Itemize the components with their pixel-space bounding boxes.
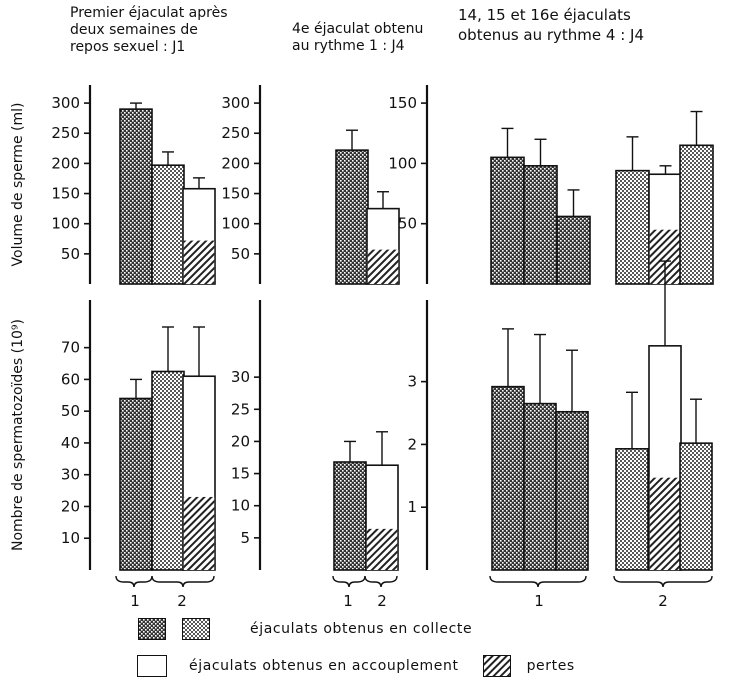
bar-top-right-0 [490,156,525,285]
group-label-bottom-middle-1: 2 [377,592,387,610]
bar-bottom-right-2 [555,410,589,571]
pertes-bottom-right-4 [649,477,681,570]
y-tick-label-bottom-left-0: 10 [61,529,80,547]
bar-top-middle-0 [335,149,369,285]
y-tick-label-bottom-middle-3: 20 [231,432,250,450]
bar-top-right-5 [679,144,714,285]
y-tick-label-top-middle-0: 50 [231,245,250,263]
y-axis-label-bottom-left: Nombre de spermatozoïdes (10⁹) [10,319,26,551]
group-brace-bottom-right-1 [613,575,713,588]
y-tick-label-bottom-right-1: 2 [407,435,417,453]
pertes-bottom-middle-1 [366,528,398,570]
y-tick-label-bottom-middle-5: 30 [231,368,250,386]
pertes-bottom-left-2 [183,496,215,570]
legend-swatch-light [182,618,210,640]
y-tick-label-top-right-2: 150 [388,94,417,112]
legend-accouplement: éjaculats obtenus en accouplement pertes [137,655,575,677]
y-tick-label-bottom-left-3: 40 [61,434,80,452]
y-tick-label-top-middle-5: 300 [221,94,250,112]
group-label-bottom-middle-0: 1 [343,592,353,610]
panel-title-col3: 14, 15 et 16e éjaculats obtenus au rythm… [458,6,645,44]
group-brace-bottom-left-0 [115,575,153,588]
y-tick-label-top-middle-3: 200 [221,154,250,172]
panel-bottom-right: 1 2 3 1 2 [407,260,713,610]
pertes-top-middle-1 [367,249,399,284]
y-tick-label-top-middle-4: 250 [221,124,250,142]
panel-bottom-left: 10 20 30 40 50 60 70 Nombre de spermatozoïdes (… [10,300,216,610]
legend-label-pertes: pertes [526,658,575,674]
legend-collecte: éjaculats obtenus en collecte [138,618,472,640]
group-brace-bottom-right-0 [489,575,587,588]
y-tick-label-top-left-0: 50 [61,245,80,263]
y-tick-label-top-middle-1: 100 [221,215,250,233]
group-brace-bottom-middle-0 [332,575,366,588]
y-tick-label-top-left-1: 100 [51,215,80,233]
bar-top-right-1 [523,165,558,285]
y-tick-label-top-middle-2: 150 [221,185,250,203]
panel-title-col1: Premier éjaculat après deux semaines de … [70,5,228,55]
panel-bottom-middle: 5 10 15 20 25 30 1 2 [231,300,399,610]
y-tick-label-bottom-left-5: 60 [61,370,80,388]
group-label-bottom-right-1: 2 [658,592,668,610]
bar-bottom-middle-0 [333,461,367,571]
y-tick-label-top-left-3: 200 [51,154,80,172]
bar-bottom-right-0 [491,385,525,571]
bar-top-left-0 [119,108,153,285]
bar-bottom-left-0 [119,397,153,571]
bar-top-right-3 [615,169,650,285]
panel-top-left: 50 100 150 200 250 300 Volume de sperme (ml) [10,85,216,285]
legend-swatch-dark [138,618,166,640]
panel-top-right: 50 100 150 [388,85,714,285]
legend-label-accouplement: éjaculats obtenus en accouplement [189,658,459,674]
bar-bottom-left-1 [151,370,185,571]
legend-swatch-hatch [482,655,511,677]
y-tick-label-bottom-left-1: 20 [61,497,80,515]
legend-label-collecte: éjaculats obtenus en collecte [250,621,473,637]
group-label-bottom-left-1: 2 [177,592,187,610]
panel-title-col2: 4e éjaculat obtenu au rythme 1 : J4 [292,21,424,54]
y-tick-label-bottom-left-2: 30 [61,466,80,484]
y-axis-label-top-left: Volume de sperme (ml) [10,103,26,267]
y-tick-label-top-left-4: 250 [51,124,80,142]
y-tick-label-bottom-middle-1: 10 [231,497,250,515]
y-tick-label-bottom-right-0: 1 [407,498,417,516]
bar-top-right-2 [556,215,591,285]
bar-bottom-right-1 [523,402,557,571]
y-tick-label-bottom-right-2: 3 [407,373,417,391]
group-label-bottom-right-0: 1 [534,592,544,610]
y-tick-label-top-right-1: 100 [388,154,417,172]
y-tick-label-top-right-0: 50 [398,215,417,233]
y-tick-label-bottom-middle-0: 5 [240,529,250,547]
y-tick-label-bottom-middle-2: 15 [231,465,250,483]
y-tick-label-bottom-left-6: 70 [61,339,80,357]
pertes-top-left-2 [183,240,215,284]
bar-top-left-1 [151,164,185,285]
legend-swatch-white [137,655,167,677]
group-brace-bottom-middle-1 [364,575,398,588]
y-tick-label-bottom-left-4: 50 [61,402,80,420]
bar-bottom-right-3 [615,448,649,571]
bar-bottom-right-5 [679,442,713,571]
group-label-bottom-left-0: 1 [130,592,140,610]
y-tick-label-top-left-5: 300 [51,94,80,112]
group-brace-bottom-left-1 [151,575,215,588]
y-tick-label-bottom-middle-4: 25 [231,400,250,418]
y-tick-label-top-left-2: 150 [51,185,80,203]
panel-top-middle: 50 100 150 200 250 300 [221,85,400,285]
